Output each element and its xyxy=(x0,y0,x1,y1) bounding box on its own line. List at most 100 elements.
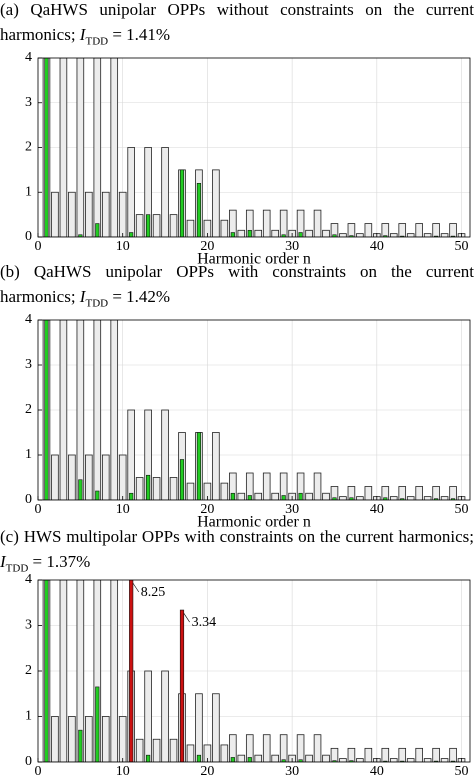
bar xyxy=(78,479,83,500)
bar xyxy=(237,754,246,762)
bar xyxy=(434,760,439,762)
bar xyxy=(406,496,415,500)
bar xyxy=(129,492,134,500)
bar xyxy=(449,747,457,762)
metric: I xyxy=(79,287,86,306)
y-tick-label: 3 xyxy=(25,357,32,372)
bar xyxy=(381,747,390,762)
x-tick-label: 0 xyxy=(35,502,42,517)
bar xyxy=(423,496,432,500)
bar xyxy=(389,496,398,500)
bar xyxy=(230,757,235,762)
bar xyxy=(44,320,49,500)
bar xyxy=(212,432,220,500)
bar xyxy=(146,474,151,500)
bar xyxy=(186,744,195,762)
bar xyxy=(423,233,432,237)
metric-value: = 1.37% xyxy=(32,552,91,571)
caption: (b) QaHWS unipolar OPPs with constraints… xyxy=(0,259,474,316)
bar xyxy=(298,232,303,237)
y-tick-label: 2 xyxy=(25,663,32,678)
bar xyxy=(203,482,212,500)
bar xyxy=(68,716,76,762)
bar xyxy=(271,754,279,762)
bar xyxy=(237,492,246,500)
bar xyxy=(85,454,93,500)
bar xyxy=(129,580,134,762)
bar xyxy=(152,214,161,237)
bar xyxy=(347,747,356,762)
bar xyxy=(95,223,100,237)
caption-text: (a) QaHWS unipolar OPPs without constrai… xyxy=(0,0,474,44)
bar xyxy=(313,734,322,762)
bar xyxy=(349,760,354,762)
bar xyxy=(59,580,68,762)
bar xyxy=(432,223,440,237)
bar xyxy=(179,169,185,237)
bar xyxy=(85,716,93,762)
bar xyxy=(339,496,347,500)
bar xyxy=(406,758,415,762)
bar xyxy=(59,320,68,500)
x-axis-label: Harmonic order n xyxy=(197,251,311,268)
y-tick-label: 1 xyxy=(25,184,32,199)
caption-text: (c) HWS multipolar OPPs with constraints… xyxy=(0,527,474,546)
bar xyxy=(349,497,354,500)
bar xyxy=(220,219,229,237)
bar xyxy=(271,229,279,237)
bar xyxy=(245,472,254,500)
bar xyxy=(76,320,85,500)
bar xyxy=(432,747,440,762)
y-tick-label: 2 xyxy=(25,402,32,417)
bar xyxy=(356,758,364,762)
bar xyxy=(78,729,83,762)
x-tick-label: 0 xyxy=(35,764,42,776)
x-tick-label: 30 xyxy=(285,239,299,254)
bar xyxy=(51,716,59,762)
bar xyxy=(179,459,185,500)
x-tick-label: 10 xyxy=(116,239,130,254)
bar xyxy=(364,223,373,237)
bar xyxy=(44,58,49,237)
bar xyxy=(398,223,407,237)
caption: (a) QaHWS unipolar OPPs without constrai… xyxy=(0,0,474,54)
x-tick-label: 20 xyxy=(200,764,214,776)
metric-value: = 1.42% xyxy=(112,287,171,306)
bar xyxy=(415,747,423,762)
bar xyxy=(313,209,322,237)
bar xyxy=(271,492,279,500)
bar xyxy=(161,670,169,762)
bar xyxy=(440,758,449,762)
bar xyxy=(247,495,252,500)
bar xyxy=(144,147,152,237)
bar xyxy=(135,214,144,237)
bar xyxy=(245,734,254,762)
metric: I xyxy=(79,25,86,44)
bar xyxy=(152,738,161,762)
bar xyxy=(76,580,85,762)
bar xyxy=(262,734,271,762)
bar xyxy=(95,490,100,500)
bar xyxy=(313,472,322,500)
bar xyxy=(254,229,263,237)
bar xyxy=(196,183,202,237)
bar xyxy=(169,214,178,237)
bar xyxy=(279,209,288,237)
bar xyxy=(110,580,119,762)
bar xyxy=(322,229,330,237)
y-tick-label: 2 xyxy=(25,140,32,155)
bar xyxy=(118,454,127,500)
x-tick-label: 10 xyxy=(116,502,130,517)
bar xyxy=(229,472,237,500)
bar xyxy=(146,214,151,237)
bar xyxy=(347,223,356,237)
bar xyxy=(305,754,313,762)
bar xyxy=(127,409,135,500)
bar xyxy=(44,580,49,762)
bar xyxy=(332,497,337,500)
bar xyxy=(101,716,110,762)
y-tick-label: 3 xyxy=(25,618,32,633)
x-tick-label: 50 xyxy=(455,239,469,254)
bar xyxy=(203,219,212,237)
